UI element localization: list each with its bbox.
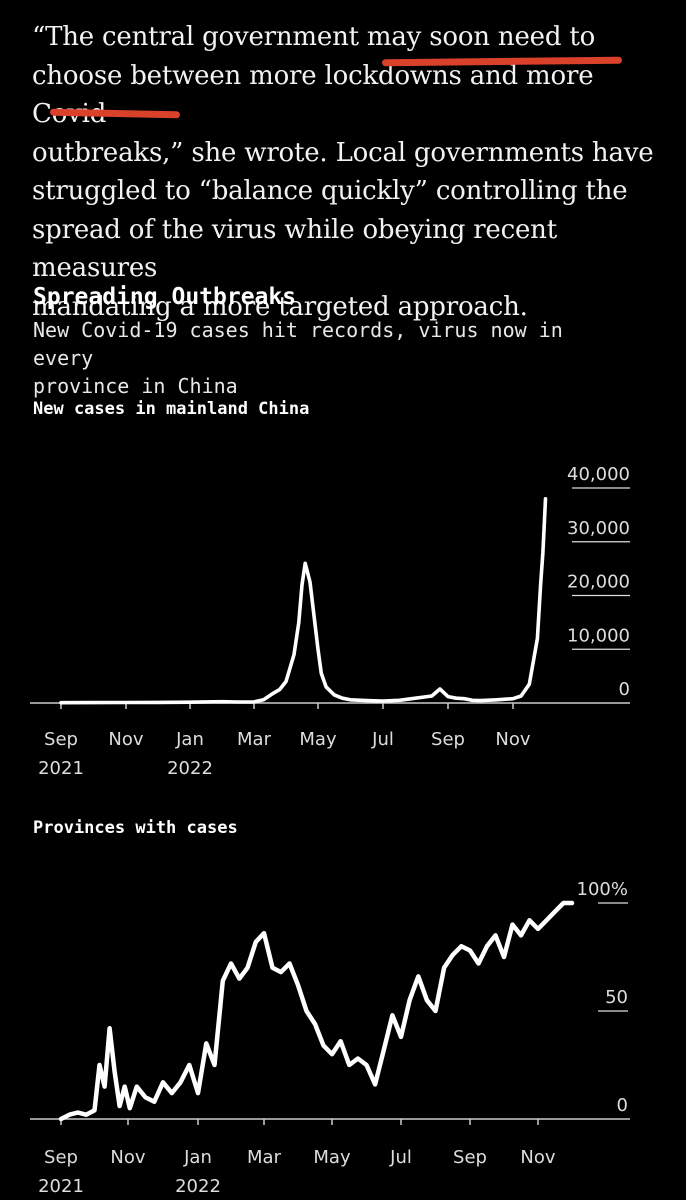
y-tick-label: 20,000 — [567, 572, 630, 593]
x-tick-label: Sep — [431, 729, 465, 750]
provinces-chart: 0 50 100% Sep Nov Jan Mar May Jul Sep Nov 2021 2022 — [30, 879, 630, 1197]
article-line: struggled to “balance quickly” controlli… — [32, 176, 628, 206]
series-line — [59, 497, 548, 705]
y-tick-label: 100% — [577, 879, 628, 900]
y-tick-label: 0 — [619, 679, 630, 700]
x-tick-label: Nov — [110, 1147, 145, 1168]
x-year-label: 2021 — [38, 758, 84, 779]
y-tick-label: 30,000 — [567, 518, 630, 539]
cases-chart: 0 10,000 20,000 30,000 40,000 Sep Nov Jan Mar May… — [30, 464, 630, 779]
x-tick-label: Jul — [371, 729, 394, 750]
x-tick-label: Mar — [237, 729, 272, 750]
y-tick-label: 50 — [605, 987, 628, 1008]
y-tick-label: 0 — [617, 1095, 628, 1116]
x-year-label: 2022 — [167, 758, 213, 779]
graphic-subtitle: New Covid-19 cases hit records, virus no… — [33, 316, 633, 400]
x-tick-label: Sep — [44, 729, 78, 750]
chart-title-provinces: Provinces with cases — [33, 818, 238, 838]
x-tick-label: Jan — [175, 729, 204, 750]
x-year-label: 2022 — [175, 1176, 221, 1197]
graphic-title: Spreading Outbreaks — [33, 284, 297, 310]
y-tick-label: 40,000 — [567, 464, 630, 485]
article-line: choose between more lockdowns and more C… — [32, 60, 594, 130]
x-tick-label: Sep — [44, 1147, 78, 1168]
x-tick-label: Jan — [183, 1147, 212, 1168]
subtitle-line: province in China — [33, 374, 238, 398]
x-year-label: 2021 — [38, 1176, 84, 1197]
article-line: spread of the virus while obeying recent… — [32, 214, 557, 284]
x-tick-label: Sep — [453, 1147, 487, 1168]
chart-title-cases: New cases in mainland China — [33, 399, 310, 419]
series-line — [58, 900, 575, 1122]
x-tick-label: May — [313, 1147, 351, 1168]
article-line: “The central government may soon need to — [32, 22, 596, 52]
article-text: “The central government may soon need to… — [32, 18, 662, 326]
x-tick-label: Nov — [495, 729, 530, 750]
subtitle-line: New Covid-19 cases hit records, virus no… — [33, 318, 563, 370]
x-tick-label: Nov — [108, 729, 143, 750]
article-line: mandating a more targeted approach. — [32, 291, 528, 322]
x-tick-label: Jul — [389, 1147, 412, 1168]
article-line: outbreaks,” she wrote. Local governments… — [32, 137, 654, 168]
y-tick-label: 10,000 — [567, 625, 630, 646]
x-tick-label: Nov — [520, 1147, 555, 1168]
x-tick-label: May — [299, 729, 337, 750]
x-tick-label: Mar — [247, 1147, 282, 1168]
